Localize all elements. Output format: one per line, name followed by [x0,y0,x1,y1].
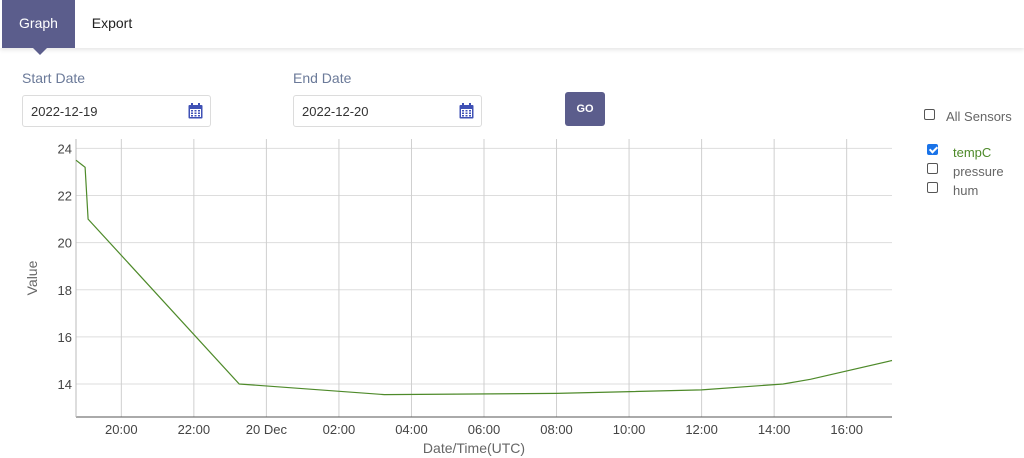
all-sensors-checkbox[interactable] [924,109,935,120]
y-tick-label: 22 [58,189,72,204]
sensor-label-pressure: pressure [953,164,1004,179]
start-date-label: Start Date [22,70,86,86]
y-tick-label: 24 [58,141,72,156]
series-line-tempc [75,159,893,396]
sensor-checkbox-tempc[interactable] [927,144,938,155]
x-tick-label: 22:00 [178,422,211,437]
all-sensors-label: All Sensors [946,109,1012,124]
x-tick-label: 02:00 [323,422,356,437]
sensor-label-hum: hum [953,183,979,198]
start-date-field[interactable] [22,95,211,127]
y-axis-title: Value [24,260,40,295]
x-tick-label: 14:00 [758,422,791,437]
end-date-field[interactable] [293,95,482,127]
end-date-input[interactable] [302,104,442,119]
chart-grid [76,139,892,417]
x-tick-label: 12:00 [685,422,718,437]
sensor-checkbox-hum[interactable] [927,182,938,193]
x-axis-title: Date/Time(UTC) [423,440,525,456]
chart-axes [75,139,892,418]
y-tick-label: 18 [58,283,72,298]
x-tick-label: 16:00 [830,422,863,437]
calendar-icon[interactable] [188,103,203,119]
tab-graph[interactable]: Graph [2,0,75,55]
x-tick-label: 20 Dec [246,422,288,437]
end-date-label: End Date [293,70,352,86]
start-date-input[interactable] [31,104,171,119]
x-tick-label: 04:00 [395,422,428,437]
x-tick-label: 06:00 [468,422,501,437]
chart-series [75,159,893,396]
tab-export[interactable]: Export [91,15,133,31]
calendar-icon[interactable] [459,103,474,119]
x-tick-label: 10:00 [613,422,646,437]
x-tick-label: 08:00 [540,422,573,437]
line-chart: 14 16 18 20 22 24 20:00 22:00 20 Dec 02:00 04:00 0… [24,139,893,456]
go-button[interactable]: GO [565,92,605,126]
y-tick-label: 14 [58,377,72,392]
sensor-label-tempc: tempC [953,145,992,160]
y-tick-label: 20 [58,236,72,251]
tab-bar: Graph Export [0,0,1024,55]
y-tick-label: 16 [58,330,72,345]
x-tick-labels: 20:00 22:00 20 Dec 02:00 04:00 06:00 08:00 10:0… [105,422,863,437]
sensor-checkbox-pressure[interactable] [927,163,938,174]
y-tick-labels: 14 16 18 20 22 24 [58,141,72,392]
x-tick-label: 20:00 [105,422,138,437]
